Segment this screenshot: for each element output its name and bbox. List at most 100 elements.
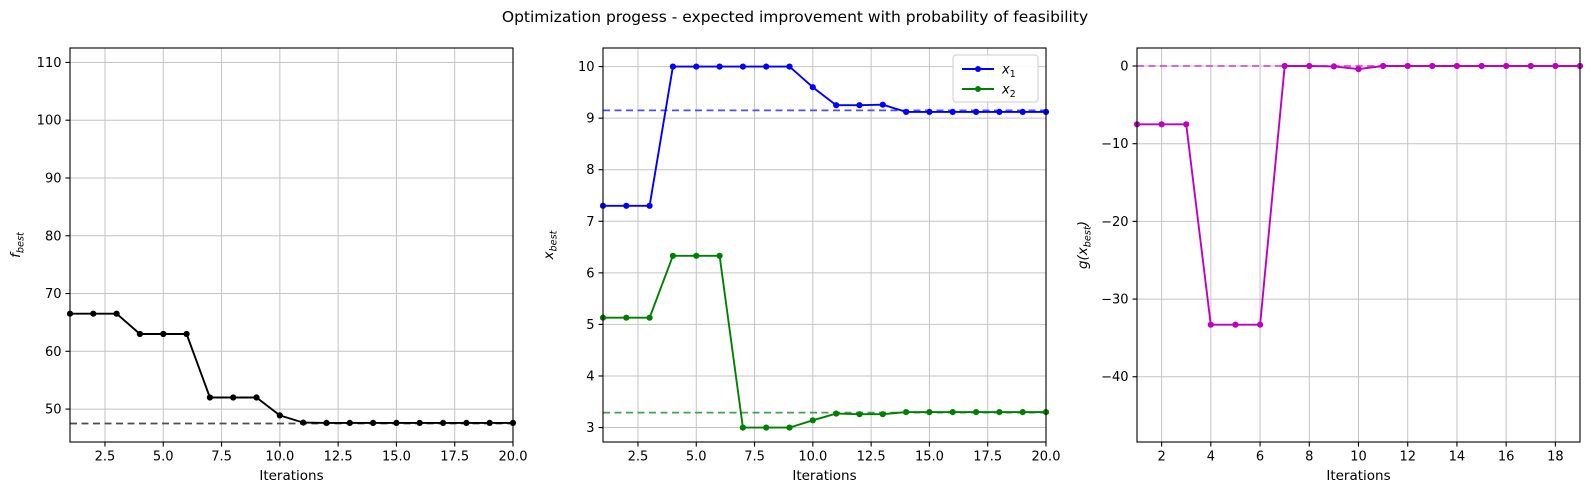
svg-text:5: 5	[586, 318, 594, 333]
svg-text:16: 16	[1498, 450, 1515, 465]
svg-text:70: 70	[45, 287, 62, 302]
grid-lines	[70, 48, 514, 442]
data-point	[926, 108, 933, 115]
svg-text:50: 50	[45, 403, 62, 418]
data-point	[90, 310, 97, 317]
tick-labels: 2 4 6 8 10 12 14 16 18 0 −10 −20 −30 −40	[1101, 60, 1564, 465]
data-point	[113, 310, 120, 317]
data-point	[1207, 321, 1214, 328]
svg-text:7.5: 7.5	[211, 450, 232, 465]
svg-text:9: 9	[586, 112, 594, 127]
svg-text:10.0: 10.0	[798, 450, 827, 465]
data-point	[716, 252, 723, 259]
axes-frame	[69, 47, 514, 443]
data-point	[949, 409, 956, 416]
data-point	[416, 419, 423, 426]
svg-text:8: 8	[1305, 450, 1313, 465]
svg-text:17.5: 17.5	[440, 450, 469, 465]
data-point	[1330, 63, 1337, 70]
data-point	[739, 424, 747, 431]
data-point	[1552, 62, 1559, 70]
subplot-f-best: 2.5 5.0 7.5 10.0 12.5 15.0 17.5 20.0 50 60 70 80 90 1…	[8, 47, 528, 484]
svg-text:90: 90	[45, 171, 62, 186]
data-point	[1453, 62, 1460, 70]
data-point	[183, 330, 190, 338]
series-g	[1133, 62, 1584, 328]
data-point	[926, 409, 933, 416]
series-x1	[599, 63, 1050, 209]
svg-text:18: 18	[1547, 450, 1564, 465]
legend-entry-label: x1	[1001, 63, 1016, 81]
svg-text:12: 12	[1399, 450, 1416, 465]
series-f_best	[66, 310, 517, 426]
data-point	[623, 202, 630, 209]
data-point	[1380, 62, 1387, 70]
svg-text:2.5: 2.5	[628, 450, 649, 465]
data-point	[1429, 62, 1436, 70]
svg-text:−20: −20	[1101, 215, 1128, 230]
data-point	[1257, 321, 1264, 328]
svg-text:14: 14	[1449, 450, 1466, 465]
x-axis-label: Iterations	[792, 468, 856, 484]
svg-text:5.0: 5.0	[153, 450, 174, 465]
data-point	[206, 394, 213, 401]
svg-text:2.5: 2.5	[95, 450, 116, 465]
data-point	[809, 417, 816, 424]
axes-frame	[602, 47, 1047, 443]
data-point	[693, 252, 700, 259]
data-point	[623, 314, 630, 321]
svg-text:2: 2	[1157, 450, 1165, 465]
data-point	[393, 419, 400, 426]
data-point	[856, 411, 863, 418]
tick-labels: 2.5 5.0 7.5 10.0 12.5 15.0 17.5 20.0 3 4 5 6 7 8 9 10	[578, 60, 1061, 464]
legend-swatch-marker	[975, 86, 981, 92]
data-point	[809, 84, 816, 91]
svg-text:6: 6	[586, 266, 594, 281]
svg-text:10: 10	[1350, 450, 1367, 465]
svg-text:5.0: 5.0	[686, 450, 707, 465]
svg-text:15.0: 15.0	[382, 450, 411, 465]
data-point	[230, 394, 237, 401]
data-point	[440, 419, 447, 426]
svg-text:−40: −40	[1101, 370, 1128, 385]
grid-lines	[603, 48, 1047, 442]
data-point	[1019, 108, 1026, 115]
legend-swatch-marker	[975, 66, 981, 72]
data-point	[1019, 409, 1026, 416]
svg-text:10.0: 10.0	[265, 450, 294, 465]
svg-text:110: 110	[37, 56, 62, 71]
data-point	[879, 101, 886, 108]
svg-text:−30: −30	[1101, 293, 1128, 308]
data-point	[716, 63, 723, 70]
data-point	[1306, 62, 1313, 70]
data-point	[669, 63, 677, 70]
svg-text:7.5: 7.5	[744, 450, 765, 465]
data-point	[1158, 121, 1165, 128]
data-point	[160, 330, 167, 338]
data-point	[996, 108, 1003, 115]
grid-lines	[1137, 48, 1580, 442]
svg-text:8: 8	[586, 163, 594, 178]
data-point	[1404, 62, 1411, 70]
data-point	[300, 419, 307, 426]
svg-text:3: 3	[586, 421, 594, 436]
svg-text:20.0: 20.0	[499, 450, 528, 465]
data-point	[879, 411, 886, 418]
data-point	[996, 409, 1003, 416]
data-point	[1183, 121, 1190, 128]
data-point	[1355, 66, 1362, 73]
data-point	[1527, 62, 1534, 70]
data-point	[833, 102, 840, 109]
svg-text:60: 60	[45, 345, 62, 360]
data-point	[486, 419, 493, 426]
svg-text:20.0: 20.0	[1032, 450, 1061, 465]
data-point	[136, 330, 143, 338]
data-point	[833, 410, 840, 417]
data-point	[463, 419, 470, 426]
data-point	[1478, 62, 1485, 70]
data-point	[1232, 321, 1239, 328]
tick-labels: 2.5 5.0 7.5 10.0 12.5 15.0 17.5 20.0 50 60 70 80 90 1…	[37, 56, 528, 465]
subplot-x-best: 2.5 5.0 7.5 10.0 12.5 15.0 17.5 20.0 3 4 5 6 7 8 9 10 It…	[541, 47, 1061, 484]
svg-text:7: 7	[586, 215, 594, 230]
